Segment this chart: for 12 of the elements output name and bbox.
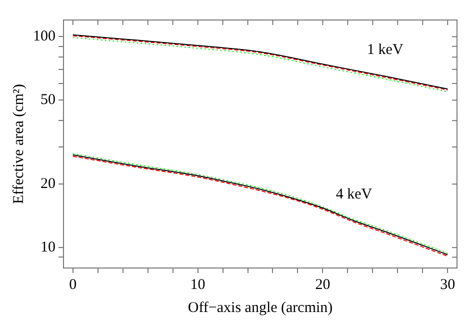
x-axis-title: Off−axis angle (arcmin) — [188, 300, 333, 316]
x-tick-label: 30 — [440, 276, 456, 293]
y-tick-label: 50 — [40, 92, 56, 108]
y-tick-label: 20 — [40, 176, 56, 192]
y-tick-label: 10 — [40, 240, 56, 256]
y-axis-title: Effective area (cm²) — [10, 84, 27, 204]
annotation: 4 keV — [336, 186, 372, 203]
x-tick-label: 20 — [315, 276, 330, 293]
y-tick-label: 100 — [33, 28, 56, 45]
annotation: 1 keV — [367, 42, 404, 58]
x-tick-label: 10 — [190, 276, 206, 293]
x-tick-label: 0 — [69, 276, 77, 293]
